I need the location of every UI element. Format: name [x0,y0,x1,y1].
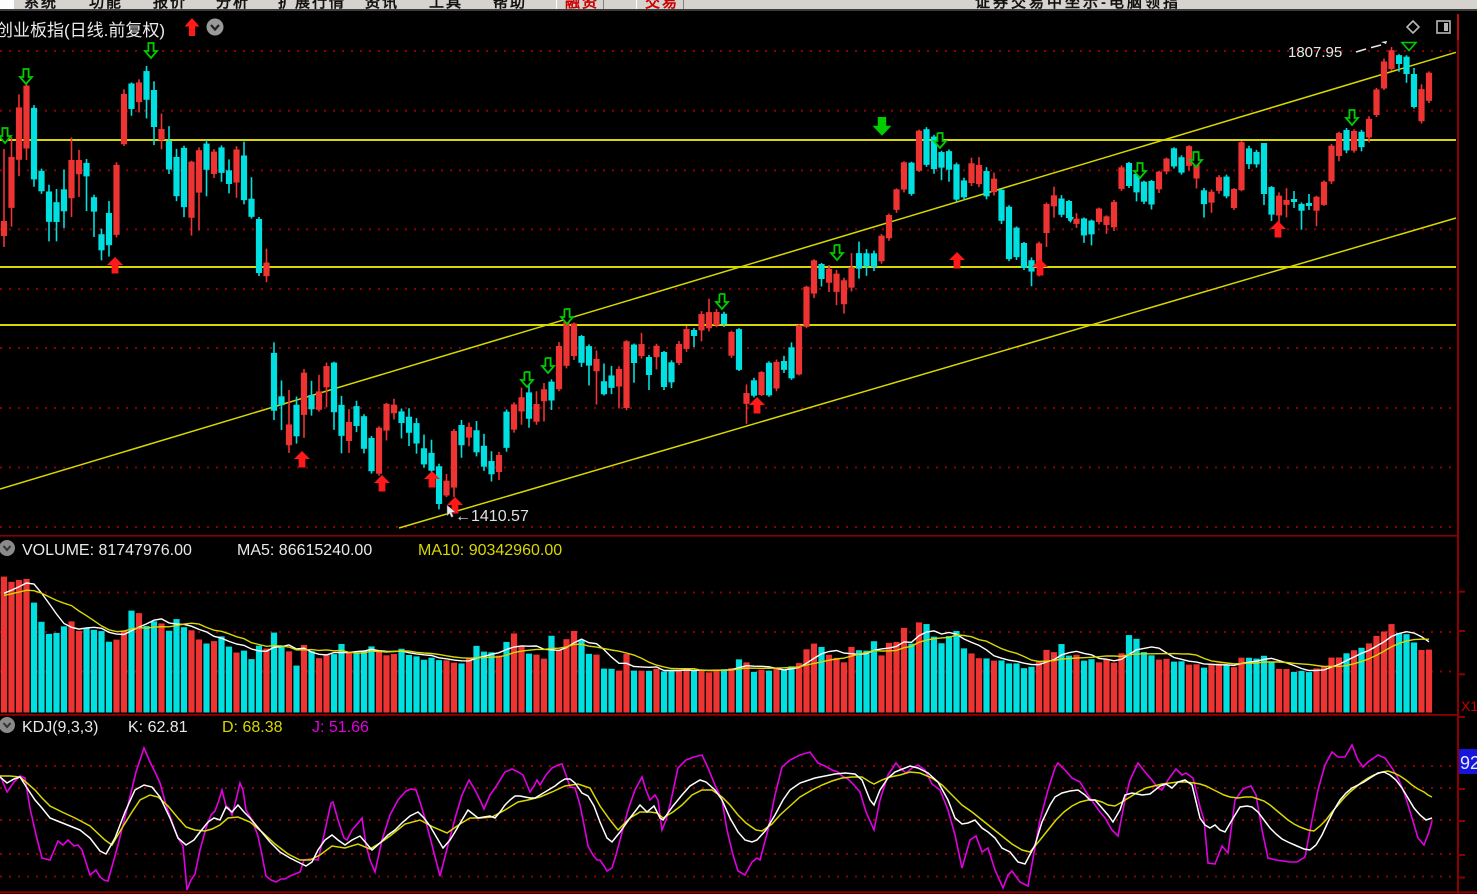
svg-text:1807.95: 1807.95 [1288,44,1342,61]
svg-text:K: 62.81: K: 62.81 [128,719,188,736]
svg-text:92: 92 [1460,753,1477,773]
svg-text:KDJ(9,3,3): KDJ(9,3,3) [22,719,98,736]
svg-text:MA10: 90342960.00: MA10: 90342960.00 [418,542,562,559]
svg-text:J: 51.66: J: 51.66 [312,719,369,736]
svg-text:D: 68.38: D: 68.38 [222,719,283,736]
svg-text:←1410.57: ←1410.57 [455,508,529,525]
svg-text:VOLUME: 81747976.00: VOLUME: 81747976.00 [22,542,192,559]
svg-text:MA5: 86615240.00: MA5: 86615240.00 [237,542,372,559]
svg-text:X1: X1 [1461,698,1477,714]
